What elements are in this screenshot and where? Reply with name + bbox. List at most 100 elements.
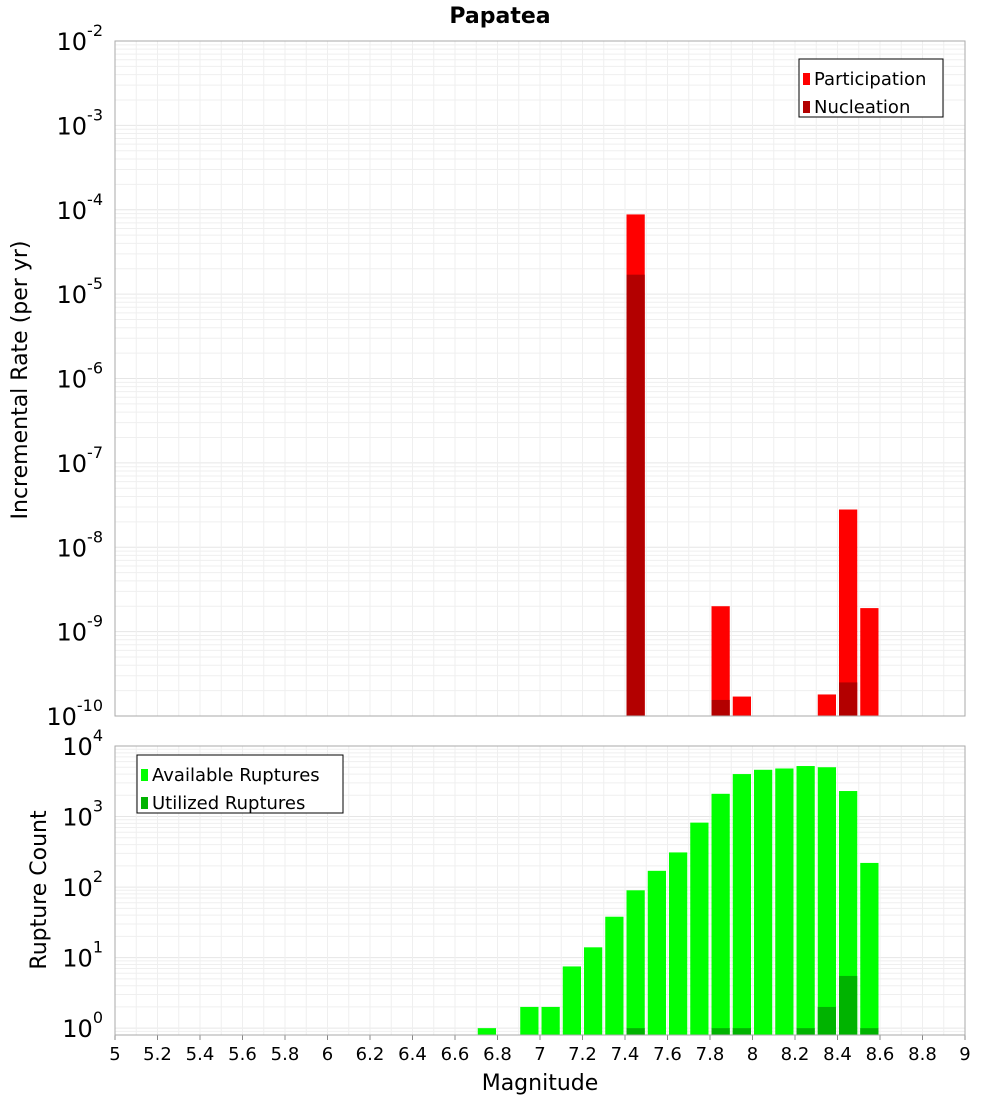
bar-utilized-ruptures	[817, 1006, 836, 1035]
rate-bars	[626, 214, 879, 717]
y-tick-label: 10-2	[57, 21, 104, 56]
y-tick-label: 10-9	[57, 612, 104, 647]
x-tick-label: 6.8	[483, 1044, 512, 1065]
bar-utilized-ruptures	[796, 1028, 815, 1035]
y-tick-label: 10-10	[46, 696, 103, 731]
legend-box	[798, 58, 944, 118]
y-tick-label: 101	[62, 938, 103, 973]
rate-legend: Participation Nucleation	[798, 58, 944, 118]
bar-available-ruptures	[562, 966, 581, 1035]
y-tick-exp: -3	[87, 105, 103, 124]
x-tick-label: 6.6	[441, 1044, 470, 1065]
bar-participation	[711, 606, 730, 716]
y-tick-exp: -9	[87, 612, 103, 631]
y-tick-label: 102	[62, 867, 103, 902]
y-tick-base: 10	[62, 874, 93, 902]
count-legend: Available Ruptures Utilized Ruptures	[136, 754, 344, 814]
y-tick-base: 10	[57, 197, 88, 225]
bar-available-ruptures	[817, 767, 836, 1035]
bar-participation	[732, 696, 751, 716]
y-tick-label: 10-8	[57, 527, 104, 562]
y-tick-base: 10	[46, 703, 77, 731]
legend-entry: Participation	[814, 69, 926, 90]
count-y-axis-label: Rupture Count	[27, 810, 52, 970]
bar-available-ruptures	[669, 852, 688, 1035]
x-tick-label: 8.6	[866, 1044, 895, 1065]
y-tick-exp: -6	[87, 359, 103, 378]
y-tick-exp: 1	[93, 938, 103, 957]
legend-swatch	[803, 73, 810, 85]
y-tick-base: 10	[57, 281, 88, 309]
y-tick-label: 103	[62, 797, 103, 832]
x-tick-label: 7.2	[568, 1044, 597, 1065]
bar-available-ruptures	[541, 1006, 560, 1035]
x-tick-label: 8.4	[823, 1044, 852, 1065]
y-tick-label: 104	[62, 726, 103, 761]
y-tick-exp: 3	[93, 797, 103, 816]
legend-swatch	[141, 797, 148, 809]
x-tick-label: 8	[747, 1044, 758, 1065]
bar-available-ruptures	[775, 768, 794, 1035]
y-tick-exp: 4	[93, 726, 103, 745]
x-tick-label: 7	[534, 1044, 545, 1065]
legend-entry: Utilized Ruptures	[152, 793, 305, 814]
bar-participation	[839, 509, 858, 716]
bar-available-ruptures	[584, 947, 603, 1035]
count-bars	[477, 766, 879, 1035]
bar-utilized-ruptures	[626, 1028, 645, 1035]
y-tick-base: 10	[57, 534, 88, 562]
bar-utilized-ruptures	[711, 1028, 730, 1035]
rate-grid	[114, 41, 966, 717]
y-tick-base: 10	[57, 28, 88, 56]
bar-nucleation	[711, 699, 730, 716]
x-tick-label: 5.2	[143, 1044, 172, 1065]
x-tick-label: 7.8	[696, 1044, 725, 1065]
x-tick-label: 6	[322, 1044, 333, 1065]
y-tick-exp: -2	[87, 21, 103, 40]
x-tick-label: 7.6	[653, 1044, 682, 1065]
y-tick-exp: -10	[77, 696, 103, 715]
x-tick-label: 8.8	[908, 1044, 937, 1065]
bar-available-ruptures	[477, 1028, 496, 1035]
bar-utilized-ruptures	[860, 1028, 879, 1035]
bar-available-ruptures	[690, 822, 709, 1035]
bar-available-ruptures	[732, 774, 751, 1035]
y-tick-base: 10	[57, 619, 88, 647]
bar-available-ruptures	[711, 793, 730, 1035]
y-tick-label: 100	[62, 1008, 103, 1043]
bar-nucleation	[626, 274, 645, 716]
x-tick-label: 7.4	[611, 1044, 640, 1065]
legend-entry: Available Ruptures	[152, 765, 320, 786]
y-tick-exp: -4	[87, 190, 103, 209]
legend-entry: Nucleation	[814, 97, 910, 118]
y-tick-base: 10	[62, 733, 93, 761]
x-tick-label: 9	[959, 1044, 970, 1065]
y-tick-base: 10	[57, 450, 88, 478]
bar-available-ruptures	[605, 916, 624, 1035]
y-tick-label: 10-5	[57, 274, 104, 309]
bar-available-ruptures	[839, 791, 858, 1035]
y-tick-label: 10-6	[57, 359, 104, 394]
y-tick-exp: -7	[87, 443, 103, 462]
x-tick-label: 5	[109, 1044, 120, 1065]
x-tick-label: 5.4	[186, 1044, 215, 1065]
y-tick-exp: -8	[87, 527, 103, 546]
chart-title: Papatea	[449, 4, 550, 29]
y-tick-base: 10	[62, 945, 93, 973]
y-tick-base: 10	[57, 366, 88, 394]
bar-available-ruptures	[520, 1006, 539, 1035]
bar-nucleation	[839, 682, 858, 716]
y-tick-label: 10-4	[57, 190, 104, 225]
x-axis-label: Magnitude	[482, 1071, 599, 1096]
x-tick-label: 5.6	[228, 1044, 257, 1065]
bar-utilized-ruptures	[732, 1028, 751, 1035]
y-tick-label: 10-7	[57, 443, 104, 478]
y-tick-base: 10	[62, 1015, 93, 1043]
x-tick-label: 8.2	[781, 1044, 810, 1065]
bar-available-ruptures	[796, 766, 815, 1035]
